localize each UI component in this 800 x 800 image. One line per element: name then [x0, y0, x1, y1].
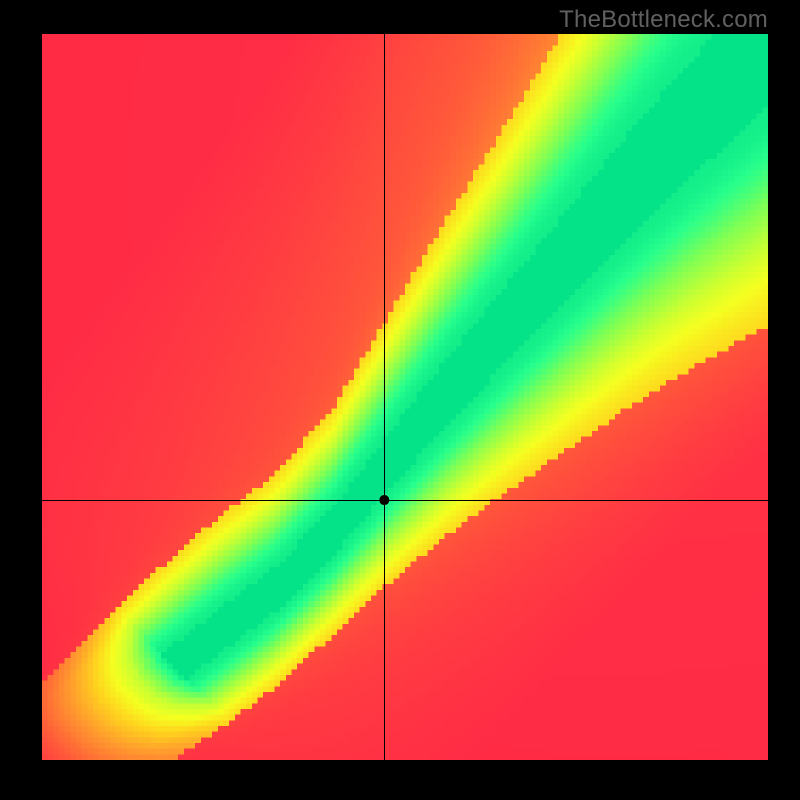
chart-frame: { "watermark": { "text": "TheBottleneck.… — [0, 0, 800, 800]
watermark-text: TheBottleneck.com — [559, 6, 768, 34]
crosshair-overlay — [42, 34, 768, 760]
